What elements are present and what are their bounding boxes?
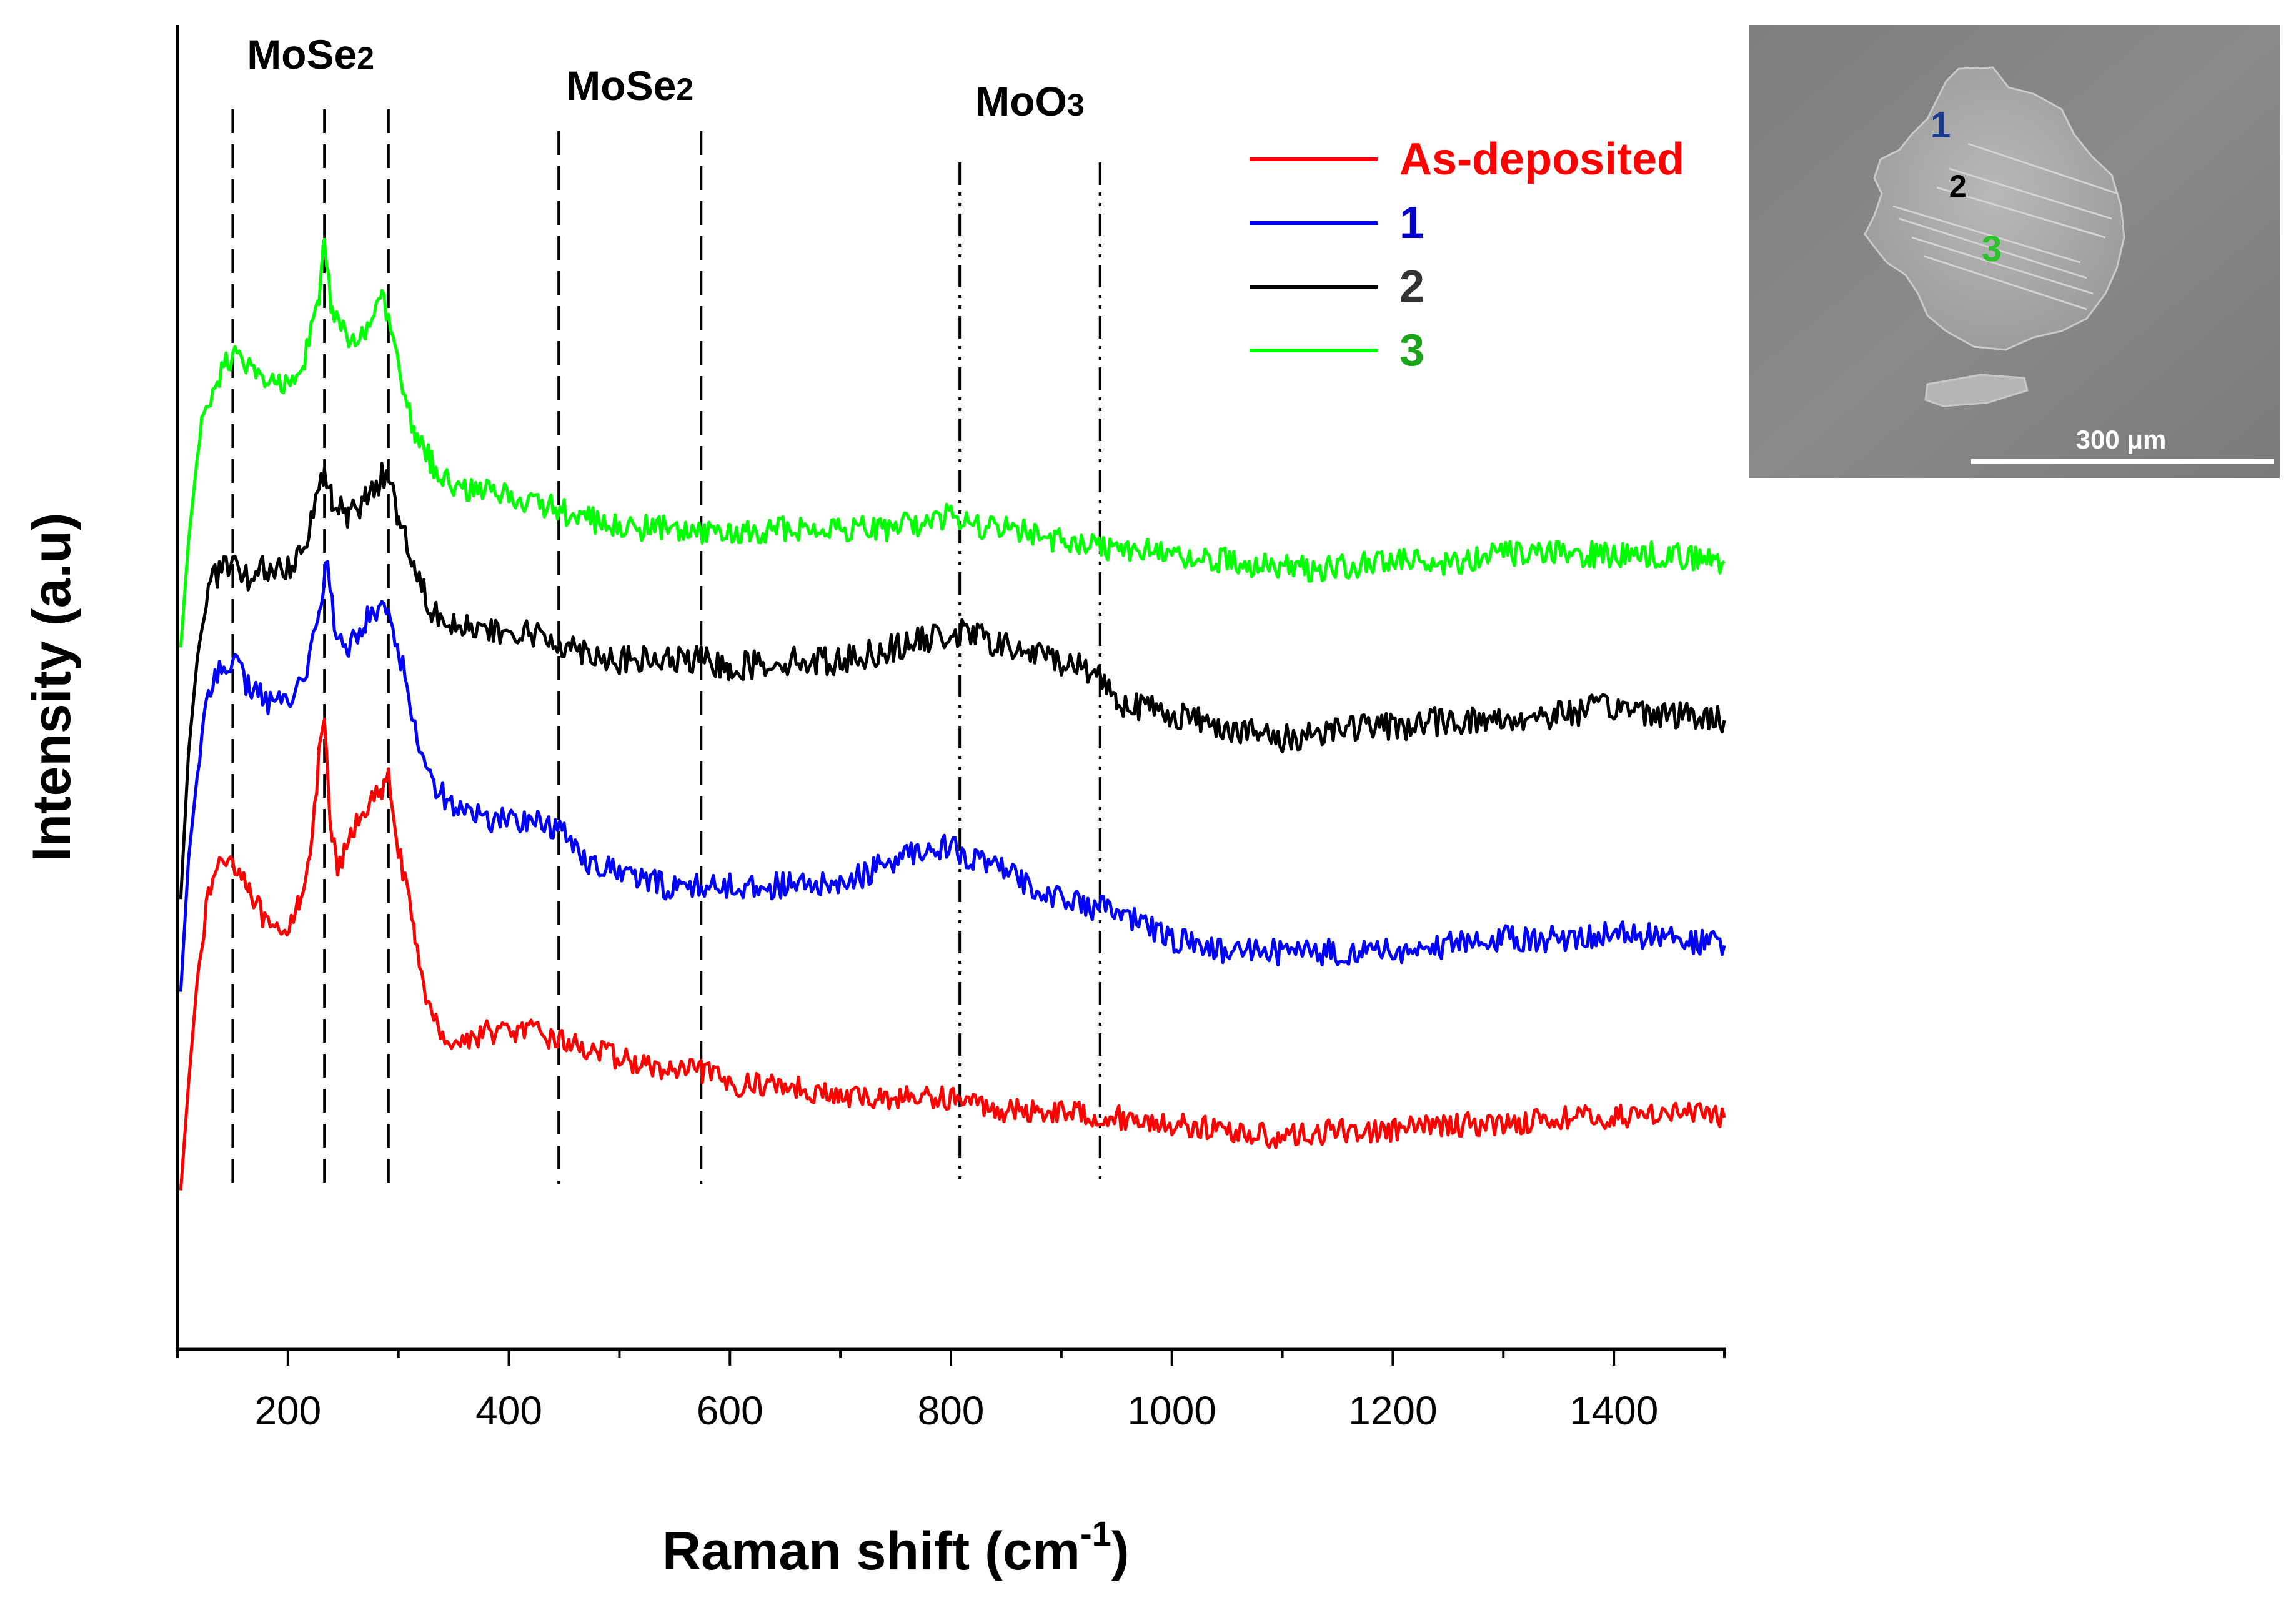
peak-labels: MoSe2 MoSe2 MoO3 [247,31,1084,124]
x-tick-labels: 200 400 600 800 1000 1200 1400 [254,1388,1658,1433]
x-tick-label-200: 200 [254,1388,321,1433]
peak-reference-lines [231,109,1101,1184]
x-tick-label-800: 800 [918,1388,985,1433]
x-tick-label-1200: 1200 [1348,1388,1437,1433]
wear-scratches [1892,142,2119,310]
legend-label-2: 2 [1399,262,1424,312]
x-axis-title-close: ) [1111,1521,1130,1581]
series-line-1 [179,560,1726,992]
series-line-0 [179,718,1726,1191]
legend: As-deposited 1 2 3 [1250,134,1684,375]
legend-label-0: As-deposited [1399,134,1684,184]
x-tick-label-600: 600 [697,1388,763,1433]
x-axis-title: Raman shift (cm-1) [662,1514,1129,1581]
inset-marker-3: 3 [1982,229,2002,269]
inset-marker-1: 1 [1931,105,1951,146]
series-lines [179,237,1726,1191]
y-axis-title: Intensity (a.u) [22,512,82,861]
series-line-2 [179,462,1726,900]
series-line-3 [179,237,1726,648]
inset-marker-2: 2 [1949,169,1967,204]
peak-label-2: MoO3 [975,78,1084,124]
x-tick-label-1000: 1000 [1128,1388,1216,1433]
x-ticks [176,1349,1726,1366]
wear-debris [1924,374,2029,407]
sem-inset: 1 2 3 300 μm [1749,25,2280,478]
peak-label-0: MoSe2 [247,31,374,77]
scale-bar-label: 300 μm [2076,425,2167,454]
legend-label-3: 3 [1399,325,1424,375]
x-tick-label-400: 400 [475,1388,542,1433]
x-axis-title-sup: -1 [1080,1514,1111,1553]
wear-scar [1864,66,2125,351]
x-axis-title-main: Raman shift (cm [662,1521,1080,1581]
peak-label-1: MoSe2 [566,62,693,109]
legend-label-1: 1 [1399,198,1424,248]
x-tick-label-1400: 1400 [1569,1388,1658,1433]
